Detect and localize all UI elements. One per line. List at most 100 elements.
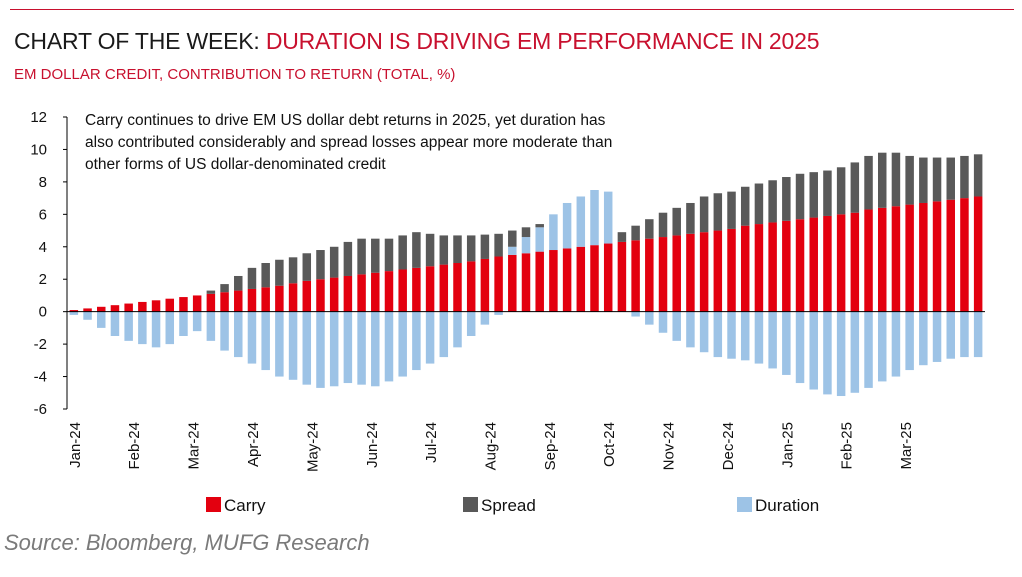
duration-bar — [288, 311, 298, 380]
carry-bar — [672, 235, 681, 312]
x-tick-label: Dec-24 — [720, 422, 737, 470]
duration-bar — [508, 246, 517, 255]
carry-bar — [275, 285, 284, 312]
header-rule — [10, 9, 1014, 10]
spread-bar — [343, 241, 353, 276]
page-title: CHART OF THE WEEK: DURATION IS DRIVING E… — [14, 28, 819, 55]
carry-bar — [165, 298, 175, 312]
legend-label: Carry — [224, 496, 266, 515]
carry-bar — [329, 277, 339, 312]
y-tick-label: 6 — [39, 206, 47, 223]
spread-bar — [466, 235, 476, 262]
duration-bar — [864, 311, 873, 388]
carry-bar — [686, 233, 695, 312]
chart-annotation: Carry continues to drive EM US dollar de… — [83, 108, 629, 180]
carry-bar — [768, 222, 777, 312]
carry-bar — [110, 305, 120, 312]
spread-bar — [809, 172, 818, 218]
spread-bar — [453, 235, 462, 263]
duration-bar — [740, 311, 750, 361]
carry-bar — [357, 274, 366, 312]
carry-bar — [823, 215, 832, 312]
carry-bar — [645, 238, 654, 312]
spread-bar — [508, 230, 517, 247]
spread-bar — [617, 232, 627, 242]
title-highlight: DURATION IS DRIVING EM PERFORMANCE IN 20… — [265, 28, 820, 54]
duration-bar — [151, 311, 161, 348]
carry-bar — [795, 219, 805, 312]
duration-bar — [603, 191, 613, 244]
carry-bar — [603, 243, 613, 312]
carry-bar — [699, 232, 709, 312]
spread-bar — [891, 152, 901, 207]
carry-bar — [288, 283, 298, 312]
carry-bar — [247, 288, 257, 312]
carry-bar — [946, 199, 955, 312]
chart: -6 -4 -2 0 2 4 6 8 10 12 Jan-24 Feb-24 Mar-24 Apr-24 M… — [30, 109, 985, 515]
spread-bar — [261, 263, 270, 288]
carry-bar — [439, 264, 449, 312]
duration-bar — [699, 311, 709, 353]
spread-bar — [740, 186, 750, 226]
duration-bar — [562, 202, 572, 249]
spread-bar — [302, 253, 312, 281]
carry-bar — [521, 253, 531, 312]
carry-bar — [398, 269, 407, 312]
spread-bar — [439, 235, 449, 265]
spread-bar — [480, 234, 490, 259]
spread-bar — [864, 155, 873, 210]
spread-bar — [877, 152, 887, 208]
x-tick-label: Mar-24 — [186, 422, 203, 470]
duration-bar — [83, 311, 92, 320]
spread-bar — [727, 191, 736, 229]
spread-bar — [946, 157, 955, 200]
y-tick-label: 12 — [30, 109, 47, 126]
spread-bar — [398, 235, 407, 270]
duration-bar — [316, 311, 325, 388]
spread-bar — [329, 246, 339, 278]
duration-bar — [782, 311, 791, 375]
carry-bar — [905, 204, 914, 312]
x-tick-label: Sep-24 — [542, 422, 559, 470]
duration-bar — [672, 311, 681, 341]
carry-bar — [713, 230, 723, 312]
x-tick-label: May-24 — [304, 422, 321, 472]
y-tick-label: -6 — [34, 401, 47, 418]
duration-bar — [343, 311, 353, 384]
carry-bar — [877, 207, 887, 312]
duration-bar — [823, 311, 832, 395]
carry-bar — [97, 306, 106, 312]
spread-bar — [412, 232, 421, 268]
duration-bar — [69, 311, 79, 315]
chart-axes: -6 -4 -2 0 2 4 6 8 10 12 Jan-24 Feb-24 Mar-24 Apr-24 M… — [30, 109, 985, 472]
carry-bar — [425, 266, 435, 312]
y-tick-label: 10 — [30, 141, 47, 158]
spread-bar — [658, 212, 668, 238]
legend-swatch — [737, 497, 752, 512]
x-tick-label: Apr-24 — [245, 422, 262, 467]
legend-label: Duration — [755, 496, 819, 515]
spread-bar — [823, 170, 832, 216]
spread-bar — [425, 233, 435, 267]
carry-bar — [535, 251, 544, 312]
carry-bar — [850, 212, 860, 312]
duration-bar — [960, 311, 969, 358]
spread-bar — [836, 167, 846, 215]
duration-bar — [973, 311, 983, 358]
carry-bar — [508, 254, 517, 312]
duration-bar — [192, 311, 202, 332]
duration-bar — [521, 237, 531, 254]
duration-bar — [453, 311, 462, 348]
duration-bar — [919, 311, 928, 366]
carry-bar — [302, 280, 312, 312]
spread-bar — [850, 162, 860, 213]
spread-bar — [782, 177, 791, 221]
duration-bar — [371, 311, 380, 387]
spread-bar — [357, 238, 366, 275]
duration-bar — [247, 311, 257, 364]
carry-bar — [740, 225, 750, 312]
spread-bar — [521, 227, 531, 238]
legend-label: Spread — [481, 496, 536, 515]
spread-bar — [973, 154, 983, 197]
duration-bar — [932, 311, 942, 362]
